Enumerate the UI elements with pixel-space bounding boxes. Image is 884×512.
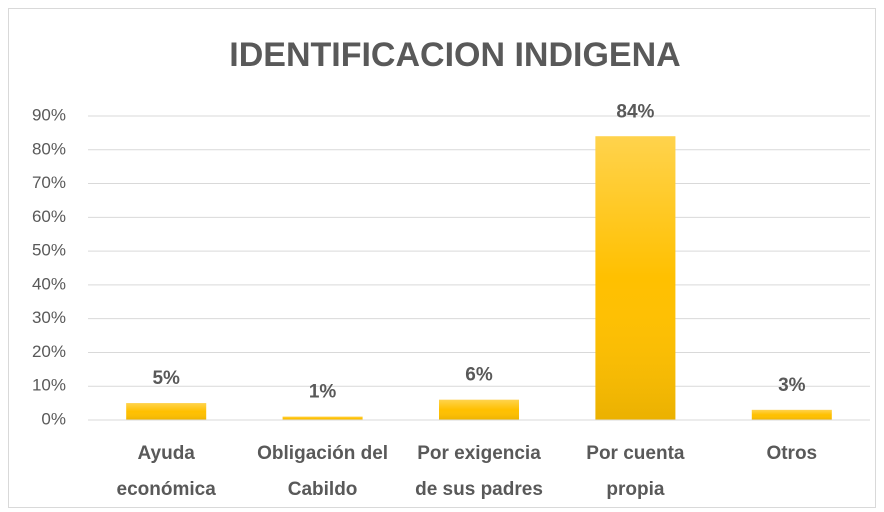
chart-border: [8, 8, 876, 508]
bar-shade: [751, 409, 832, 420]
y-tick-label: 90%: [32, 105, 66, 124]
y-tick-label: 10%: [32, 376, 66, 395]
bar-shade: [126, 403, 207, 420]
y-tick-label: 70%: [32, 173, 66, 192]
data-label: 1%: [309, 382, 337, 403]
bar-shade: [439, 399, 519, 420]
y-tick-label: 40%: [32, 274, 66, 293]
x-tick-label: Ayuda económica: [116, 443, 216, 500]
bar-shade: [595, 136, 676, 420]
x-tick-label: Obligación del Cabildo: [257, 443, 389, 500]
x-tick-label: Por exigencia de sus padres: [415, 443, 543, 500]
chart-title: IDENTIFICACION INDIGENA: [229, 36, 680, 74]
y-tick-label: 30%: [32, 308, 66, 327]
data-label: 3%: [778, 375, 806, 396]
x-tick-label: Otros: [766, 443, 818, 464]
y-tick-label: 80%: [32, 139, 66, 158]
y-tick-label: 20%: [32, 342, 66, 361]
y-tick-label: 0%: [41, 409, 66, 428]
bar-shade: [282, 416, 363, 420]
x-tick-label: Por cuenta propia: [586, 443, 685, 500]
y-tick-label: 60%: [32, 207, 66, 226]
data-label: 5%: [152, 368, 180, 389]
data-label: 84%: [616, 101, 654, 122]
y-tick-label: 50%: [32, 241, 66, 260]
data-label: 6%: [465, 365, 493, 386]
